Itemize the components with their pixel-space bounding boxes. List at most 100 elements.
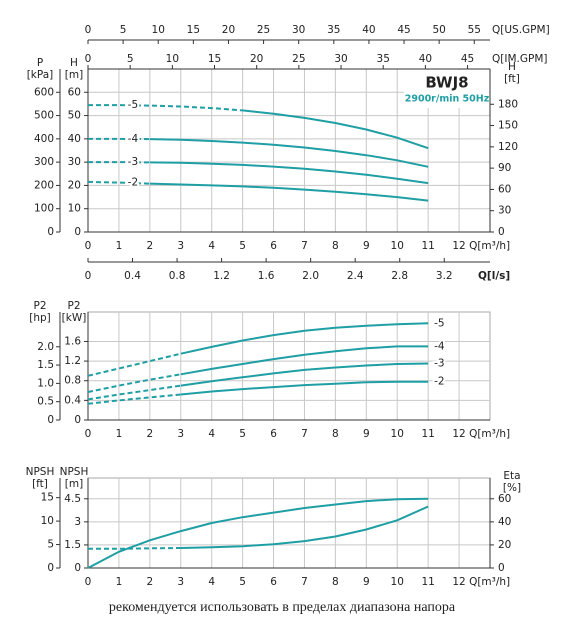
y-tick-label: 0 bbox=[74, 226, 81, 238]
x-tick-label: 1 bbox=[116, 428, 123, 440]
x-tick-label: 6 bbox=[270, 576, 277, 588]
extra-y-tick-label: 1.0 bbox=[37, 377, 54, 389]
extra-y-tick-label: 500 bbox=[34, 110, 54, 122]
extra-x-tick-label: 20 bbox=[222, 24, 235, 36]
extra-y-tick-label: 100 bbox=[34, 203, 54, 215]
extra-x-tick-label: 5 bbox=[127, 53, 134, 65]
series-label: -4 bbox=[434, 340, 445, 352]
extra-x-tick-label: 0 bbox=[85, 270, 92, 282]
y-tick-label: 1.6 bbox=[64, 335, 81, 347]
axis-label: NPSH bbox=[60, 466, 89, 478]
x-tick-label: 11 bbox=[421, 428, 434, 440]
axis-label: [%] bbox=[503, 482, 521, 494]
extra-x-axis-label: Q[IM.GPM] bbox=[492, 53, 547, 65]
extra-x-tick-label: 25 bbox=[257, 24, 270, 36]
x-tick-label: 4 bbox=[208, 576, 215, 588]
curve-dashed bbox=[88, 386, 181, 400]
extra-x-tick-label: 2.4 bbox=[347, 270, 364, 282]
extra-y-tick-label: 10 bbox=[41, 515, 54, 527]
series-label: -3 bbox=[128, 156, 138, 168]
extra-x-tick-label: 10 bbox=[152, 24, 165, 36]
extra-x-tick-label: 55 bbox=[468, 24, 481, 36]
x-tick-label: 7 bbox=[301, 428, 308, 440]
series-label: -5 bbox=[434, 317, 444, 329]
extra-x-tick-label: 1.6 bbox=[258, 270, 275, 282]
y-tick-label: 0.4 bbox=[64, 394, 81, 406]
extra-x-tick-label: 10 bbox=[166, 53, 179, 65]
model-name: BWJ8 bbox=[425, 74, 468, 92]
x-tick-label: 2 bbox=[147, 240, 154, 252]
y2-tick-label: 0 bbox=[498, 562, 505, 574]
extra-x-tick-label: 45 bbox=[397, 24, 410, 36]
x-tick-label: 9 bbox=[363, 428, 370, 440]
curve-dashed bbox=[88, 395, 181, 404]
x-tick-label: 0 bbox=[85, 240, 92, 252]
y-tick-label: 1.5 bbox=[64, 539, 81, 551]
x-tick-label: 6 bbox=[270, 240, 277, 252]
axis-label: [m] bbox=[65, 478, 83, 490]
extra-x-tick-label: 40 bbox=[362, 24, 375, 36]
curve bbox=[150, 162, 428, 183]
x-tick-label: 4 bbox=[208, 428, 215, 440]
y2-tick-label: 30 bbox=[498, 205, 511, 217]
axis-label: [ft] bbox=[32, 478, 48, 490]
extra-x-tick-label: 45 bbox=[461, 53, 474, 65]
extra-x-tick-label: 15 bbox=[187, 24, 200, 36]
x-tick-label: 1 bbox=[116, 576, 123, 588]
x-tick-label: 8 bbox=[332, 240, 339, 252]
y-tick-label: 0 bbox=[74, 562, 81, 574]
series-label: -4 bbox=[128, 133, 139, 145]
extra-y-tick-label: 0 bbox=[47, 414, 54, 426]
series-label: -2 bbox=[128, 177, 138, 189]
axis-label: [ft] bbox=[504, 73, 520, 85]
y-tick-label: 0 bbox=[74, 414, 81, 426]
extra-y-tick-label: 400 bbox=[34, 133, 54, 145]
y-tick-label: 50 bbox=[68, 110, 81, 122]
curve-dashed bbox=[88, 105, 243, 110]
x-tick-label: 10 bbox=[391, 240, 404, 252]
y-tick-label: 30 bbox=[68, 156, 81, 168]
speed-label: 2900r/min 50Hz bbox=[405, 94, 490, 105]
extra-x-tick-label: 50 bbox=[432, 24, 445, 36]
y2-tick-label: 60 bbox=[498, 183, 511, 195]
extra-y-tick-label: 600 bbox=[34, 86, 54, 98]
y-tick-label: 0.8 bbox=[64, 375, 81, 387]
caption: рекомендуется использовать в пределах ди… bbox=[109, 600, 456, 615]
extra-y-tick-label: 15 bbox=[41, 492, 54, 504]
extra-x-tick-label: 0.8 bbox=[169, 270, 186, 282]
extra-y-tick-label: 0 bbox=[47, 562, 54, 574]
x-tick-label: 7 bbox=[301, 576, 308, 588]
axis-label: P2 bbox=[33, 300, 46, 312]
plot-frame bbox=[88, 312, 490, 420]
x-tick-label: 5 bbox=[239, 576, 246, 588]
x-axis-label: Q[m³/h] bbox=[469, 576, 510, 588]
x-tick-label: 0 bbox=[85, 428, 92, 440]
x-tick-label: 1 bbox=[116, 240, 123, 252]
y2-tick-label: 150 bbox=[498, 120, 518, 132]
extra-x-tick-label: 30 bbox=[292, 24, 305, 36]
x-tick-label: 4 bbox=[208, 240, 215, 252]
extra-x-tick-label: 20 bbox=[250, 53, 263, 65]
x-tick-label: 11 bbox=[421, 240, 434, 252]
curve bbox=[88, 499, 428, 568]
x-tick-label: 9 bbox=[363, 576, 370, 588]
x-tick-label: 0 bbox=[85, 576, 92, 588]
y2-tick-label: 60 bbox=[498, 493, 511, 505]
y2-tick-label: 180 bbox=[498, 98, 518, 110]
axis-label: [kPa] bbox=[27, 69, 54, 81]
extra-x-tick-label: 2.8 bbox=[391, 270, 408, 282]
axis-label: [m] bbox=[65, 69, 83, 81]
x-tick-label: 12 bbox=[452, 240, 465, 252]
extra-x-tick-label: 2.0 bbox=[302, 270, 319, 282]
extra-y-tick-label: 0 bbox=[47, 226, 54, 238]
extra-y-tick-label: 200 bbox=[34, 179, 54, 191]
y2-tick-label: 40 bbox=[498, 516, 511, 528]
axis-label: NPSH bbox=[26, 466, 55, 478]
x-tick-label: 11 bbox=[421, 576, 434, 588]
x-tick-label: 10 bbox=[391, 428, 404, 440]
x-tick-label: 10 bbox=[391, 576, 404, 588]
x-tick-label: 2 bbox=[147, 428, 154, 440]
extra-x-tick-label: 15 bbox=[208, 53, 221, 65]
extra-x-axis-label: Q[US.GPM] bbox=[492, 24, 550, 36]
